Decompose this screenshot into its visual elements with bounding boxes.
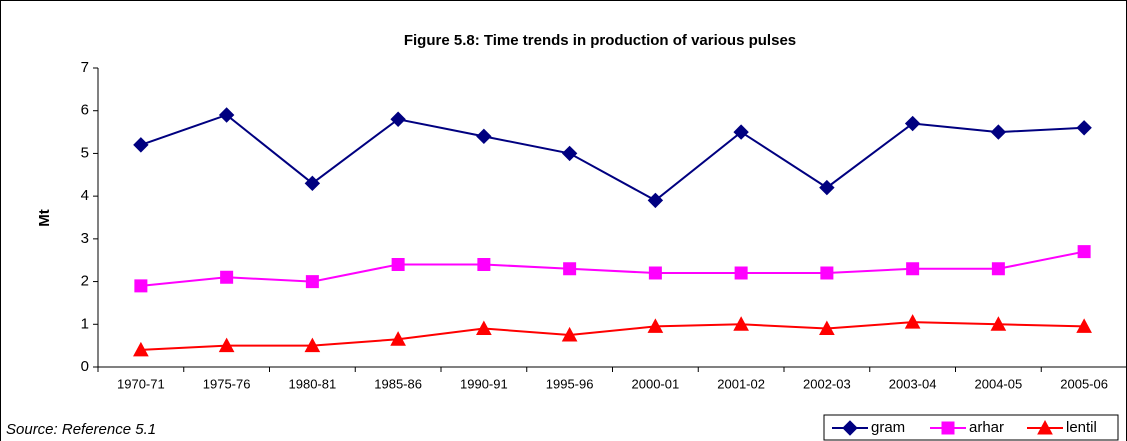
legend-marker [1037, 419, 1053, 435]
y-tick-label: 6 [81, 102, 89, 119]
data-point [304, 175, 321, 192]
data-point [733, 124, 749, 140]
data-point [220, 270, 234, 284]
y-tick-label: 1 [81, 315, 89, 332]
x-tick-label: 1975-76 [203, 376, 251, 391]
data-point [819, 320, 835, 336]
data-point [1076, 318, 1092, 333]
data-point [906, 262, 920, 276]
data-point [647, 192, 664, 209]
data-point [648, 266, 662, 280]
series-line [140, 113, 1085, 202]
y-tick-label: 2 [81, 273, 89, 290]
data-point [904, 115, 921, 132]
x-tick-label: 2001-02 [717, 376, 765, 391]
data-point [733, 316, 749, 331]
data-point [218, 337, 235, 353]
data-point [1076, 120, 1092, 136]
data-point [305, 275, 319, 289]
data-point [1077, 245, 1091, 259]
data-point [476, 320, 492, 336]
legend-marker [941, 421, 955, 435]
y-tick-label: 5 [81, 144, 89, 161]
data-point [133, 137, 149, 153]
data-point [990, 124, 1007, 140]
legend-box [823, 414, 1119, 441]
legend-label: gram [871, 419, 905, 436]
data-point [477, 257, 491, 271]
data-point [561, 326, 578, 342]
y-tick-label: 0 [81, 358, 89, 375]
data-point [990, 316, 1007, 331]
data-point [991, 262, 1005, 276]
data-point [476, 128, 492, 145]
y-tick-label: 3 [81, 230, 89, 247]
x-tick-label: 1995-96 [546, 376, 594, 391]
data-point [304, 337, 321, 353]
x-tick-label: 2004-05 [975, 376, 1023, 391]
y-axis-label: Mt [36, 209, 53, 227]
data-point [390, 111, 406, 127]
data-point [734, 266, 748, 280]
x-tick-label: 2000-01 [632, 376, 680, 391]
legend-label: lentil [1066, 419, 1097, 436]
data-point [820, 266, 834, 280]
data-point [390, 331, 406, 346]
data-point [819, 179, 835, 196]
data-point [134, 279, 148, 293]
x-tick-label: 1970-71 [117, 376, 165, 391]
data-point [391, 257, 405, 271]
y-tick-label: 4 [81, 187, 89, 204]
series-line [140, 250, 1085, 287]
x-tick-label: 2003-04 [889, 376, 937, 391]
data-point [133, 341, 149, 357]
chart-title: Figure 5.8: Time trends in production of… [404, 32, 796, 49]
data-point [647, 318, 664, 333]
legend-label: arhar [969, 419, 1004, 436]
legend-marker [842, 420, 858, 436]
x-tick-label: 2005-06 [1060, 376, 1108, 391]
data-point [218, 107, 235, 123]
source-note: Source: Reference 5.1 [6, 421, 156, 438]
x-tick-label: 2002-03 [803, 376, 851, 391]
data-point [563, 262, 577, 276]
data-point [904, 314, 921, 329]
x-tick-label: 1990-91 [460, 376, 508, 391]
x-tick-label: 1985-86 [374, 376, 422, 391]
data-point [561, 145, 578, 162]
x-tick-label: 1980-81 [289, 376, 337, 391]
y-tick-label: 7 [81, 59, 89, 76]
series-line [140, 321, 1085, 351]
